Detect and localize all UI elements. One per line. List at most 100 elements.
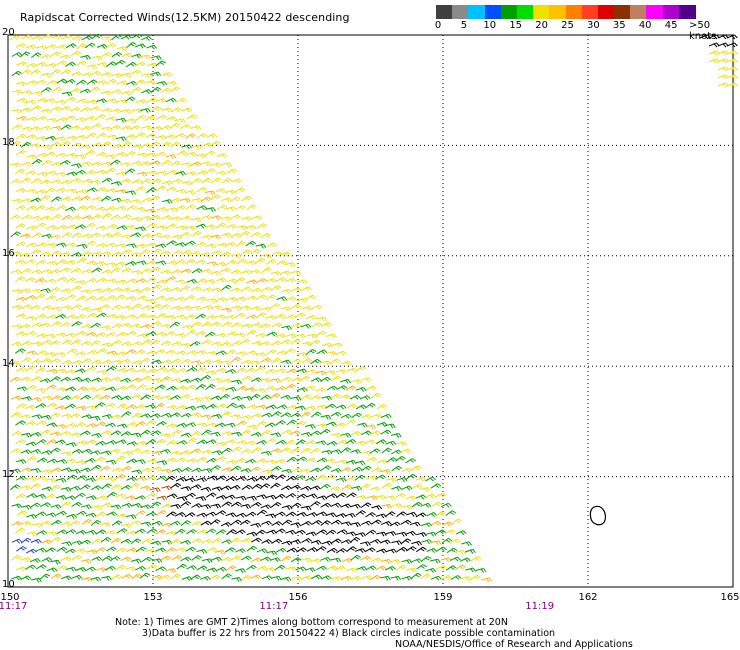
colorbar-swatch	[436, 5, 453, 19]
wind-barb	[241, 249, 252, 255]
colorbar-tick-label: 25	[561, 20, 574, 31]
wind-barb	[249, 269, 261, 275]
wind-barb	[445, 565, 457, 571]
wind-barb	[126, 421, 138, 427]
wind-barb	[326, 440, 338, 446]
longitude-label: 150	[0, 592, 20, 603]
wind-barb	[80, 467, 92, 473]
wind-barb	[131, 360, 143, 365]
wind-barb	[120, 198, 131, 204]
wind-barb	[60, 288, 72, 294]
wind-barb	[296, 352, 308, 357]
wind-barb	[260, 378, 271, 383]
wind-barb	[115, 171, 127, 177]
wind-barb	[120, 538, 132, 544]
wind-barb	[279, 270, 291, 276]
wind-barb	[436, 546, 447, 552]
wind-barb	[290, 557, 302, 563]
wind-barb	[156, 170, 168, 176]
wind-barb	[274, 314, 286, 319]
wind-barb	[140, 521, 152, 527]
wind-barb	[381, 447, 392, 454]
wind-barb	[16, 386, 28, 392]
wind-barb	[726, 66, 738, 72]
wind-barb	[256, 420, 267, 427]
wind-barb	[180, 556, 192, 562]
wind-barb	[50, 467, 62, 473]
wind-barb	[220, 411, 232, 417]
wind-barb	[76, 257, 88, 264]
wind-barb	[196, 133, 208, 139]
wind-barb	[111, 339, 122, 346]
wind-barb	[60, 252, 72, 257]
wind-barb	[195, 330, 207, 336]
wind-barb	[139, 249, 151, 255]
wind-barb	[179, 124, 191, 129]
wind-barb	[101, 108, 112, 114]
wind-barb	[256, 509, 268, 516]
wind-barb	[265, 368, 277, 374]
wind-barb	[141, 125, 153, 131]
wind-barb	[69, 485, 81, 491]
wind-barb	[210, 250, 222, 256]
wind-barb	[305, 531, 317, 537]
wind-barb	[270, 575, 282, 581]
wind-barb	[366, 495, 378, 501]
wind-barb	[86, 278, 97, 283]
wind-barb	[345, 385, 357, 391]
wind-barb	[166, 440, 178, 446]
wind-barb	[341, 557, 353, 563]
wind-barb	[45, 295, 57, 301]
wind-barb	[31, 376, 42, 382]
wind-barb	[46, 170, 57, 176]
wind-barb	[95, 440, 107, 446]
wind-barb	[385, 495, 396, 501]
wind-barb	[361, 520, 372, 526]
wind-barb	[26, 116, 38, 122]
wind-barb	[101, 161, 112, 167]
wind-barb	[95, 169, 107, 175]
wind-barb	[151, 395, 162, 401]
wind-barb	[61, 575, 72, 581]
wind-barb	[64, 369, 76, 375]
wind-barb	[285, 511, 297, 517]
wind-barb	[15, 205, 27, 210]
wind-barb	[86, 387, 98, 392]
longitude-label: 159	[433, 592, 453, 603]
wind-barb	[16, 98, 28, 104]
wind-barb	[45, 63, 57, 68]
wind-barb	[15, 223, 26, 229]
wind-barb	[55, 477, 67, 483]
wind-barb	[215, 441, 227, 447]
wind-barb	[226, 402, 237, 409]
wind-barb	[116, 331, 127, 338]
wind-barb	[245, 511, 257, 517]
wind-barb	[96, 348, 108, 355]
wind-barb	[91, 307, 103, 313]
wind-barb	[174, 547, 186, 553]
wind-barb	[345, 419, 357, 426]
wind-barb	[51, 519, 62, 526]
wind-barb	[251, 483, 262, 490]
wind-barb	[215, 456, 227, 462]
wind-barb	[146, 528, 158, 534]
wind-barb	[171, 358, 182, 364]
wind-barb	[160, 448, 171, 454]
wind-barb	[70, 468, 81, 474]
wind-barb	[61, 359, 73, 365]
wind-barb	[270, 482, 281, 489]
wind-barb	[180, 198, 191, 203]
wind-barb	[111, 197, 123, 203]
wind-barb	[71, 501, 83, 507]
wind-barb	[105, 295, 116, 301]
wind-barb	[75, 460, 87, 465]
wind-barb	[111, 520, 123, 526]
wind-barb	[256, 440, 268, 445]
wind-barb	[200, 414, 212, 420]
wind-barb	[15, 459, 27, 464]
colorbar-swatch	[533, 5, 550, 19]
wind-barb	[200, 196, 212, 202]
wind-barb	[41, 144, 52, 150]
wind-barb	[241, 216, 252, 222]
wind-barb	[330, 411, 342, 417]
